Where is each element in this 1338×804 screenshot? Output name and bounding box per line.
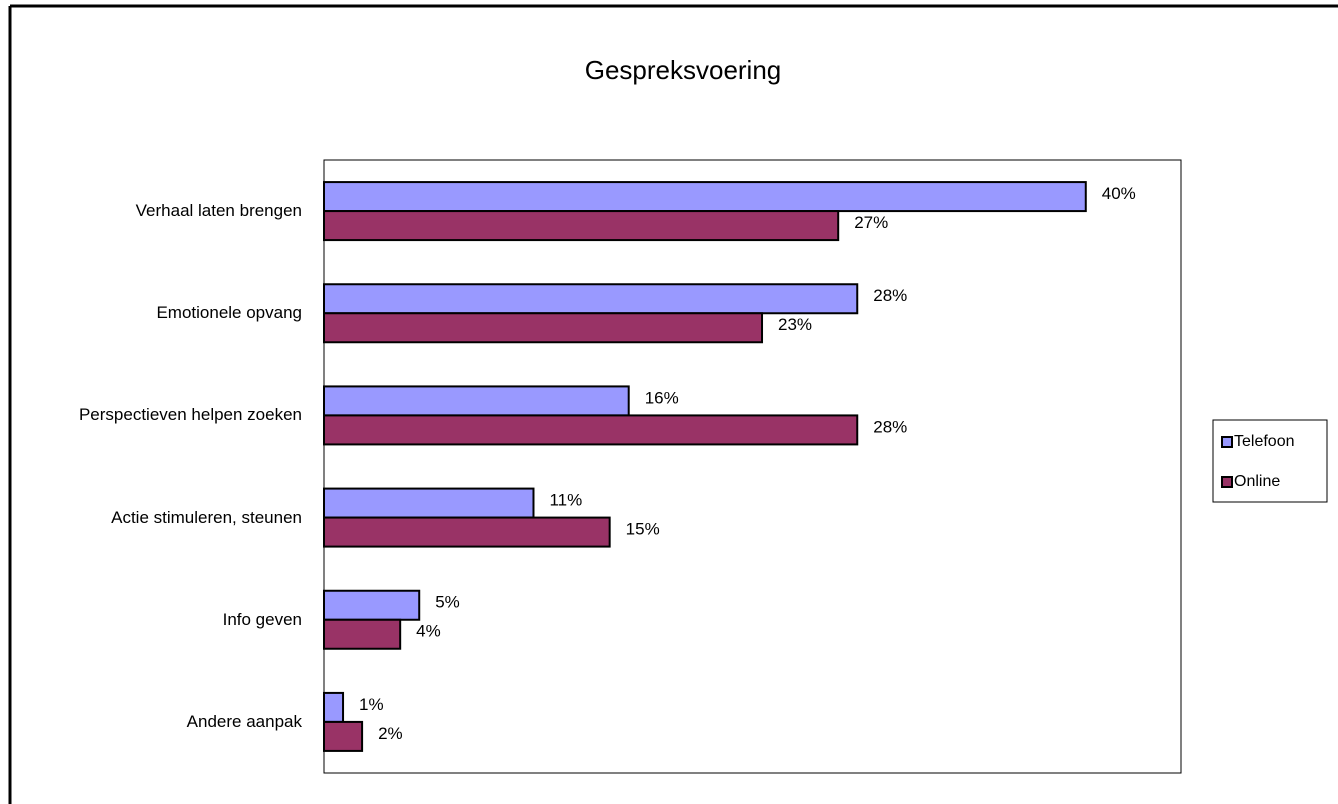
bar xyxy=(323,487,535,519)
bar xyxy=(323,283,859,315)
y-tick-label: Perspectieven helpen zoeken xyxy=(78,405,302,425)
value-label: 4% xyxy=(416,622,441,641)
legend-label: Online xyxy=(1234,473,1280,490)
value-label: 40% xyxy=(1102,184,1136,203)
value-label: 2% xyxy=(378,724,403,743)
value-label: 28% xyxy=(873,417,907,436)
value-label: 11% xyxy=(549,491,582,510)
value-label: 28% xyxy=(873,286,907,305)
bar xyxy=(323,516,611,548)
y-tick-label: Andere aanpak xyxy=(186,711,302,731)
y-tick-label: Emotionele opvang xyxy=(156,303,302,323)
plot-area xyxy=(323,159,1182,774)
legend-label: Telefoon xyxy=(1234,433,1295,450)
value-label: 5% xyxy=(435,593,460,612)
legend xyxy=(1212,419,1328,503)
value-label: 23% xyxy=(778,315,812,334)
y-tick-label: Info geven xyxy=(222,609,302,629)
bar xyxy=(323,181,1087,213)
legend-swatch xyxy=(1221,436,1233,448)
value-label: 27% xyxy=(854,213,888,232)
bar xyxy=(323,312,764,344)
value-label: 15% xyxy=(626,520,660,539)
value-label: 16% xyxy=(645,388,679,407)
bar xyxy=(323,385,630,417)
y-tick-label: Actie stimuleren, steunen xyxy=(111,507,302,527)
bar xyxy=(323,210,840,242)
bar xyxy=(323,414,859,446)
y-tick-label: Verhaal laten brengen xyxy=(135,201,302,221)
bar xyxy=(323,589,421,621)
bar xyxy=(323,618,402,650)
legend-swatch xyxy=(1221,476,1233,488)
value-label: 1% xyxy=(359,695,384,714)
bar xyxy=(323,720,364,752)
chart-title: Gespreksvoering xyxy=(585,55,782,85)
bar xyxy=(323,691,345,723)
